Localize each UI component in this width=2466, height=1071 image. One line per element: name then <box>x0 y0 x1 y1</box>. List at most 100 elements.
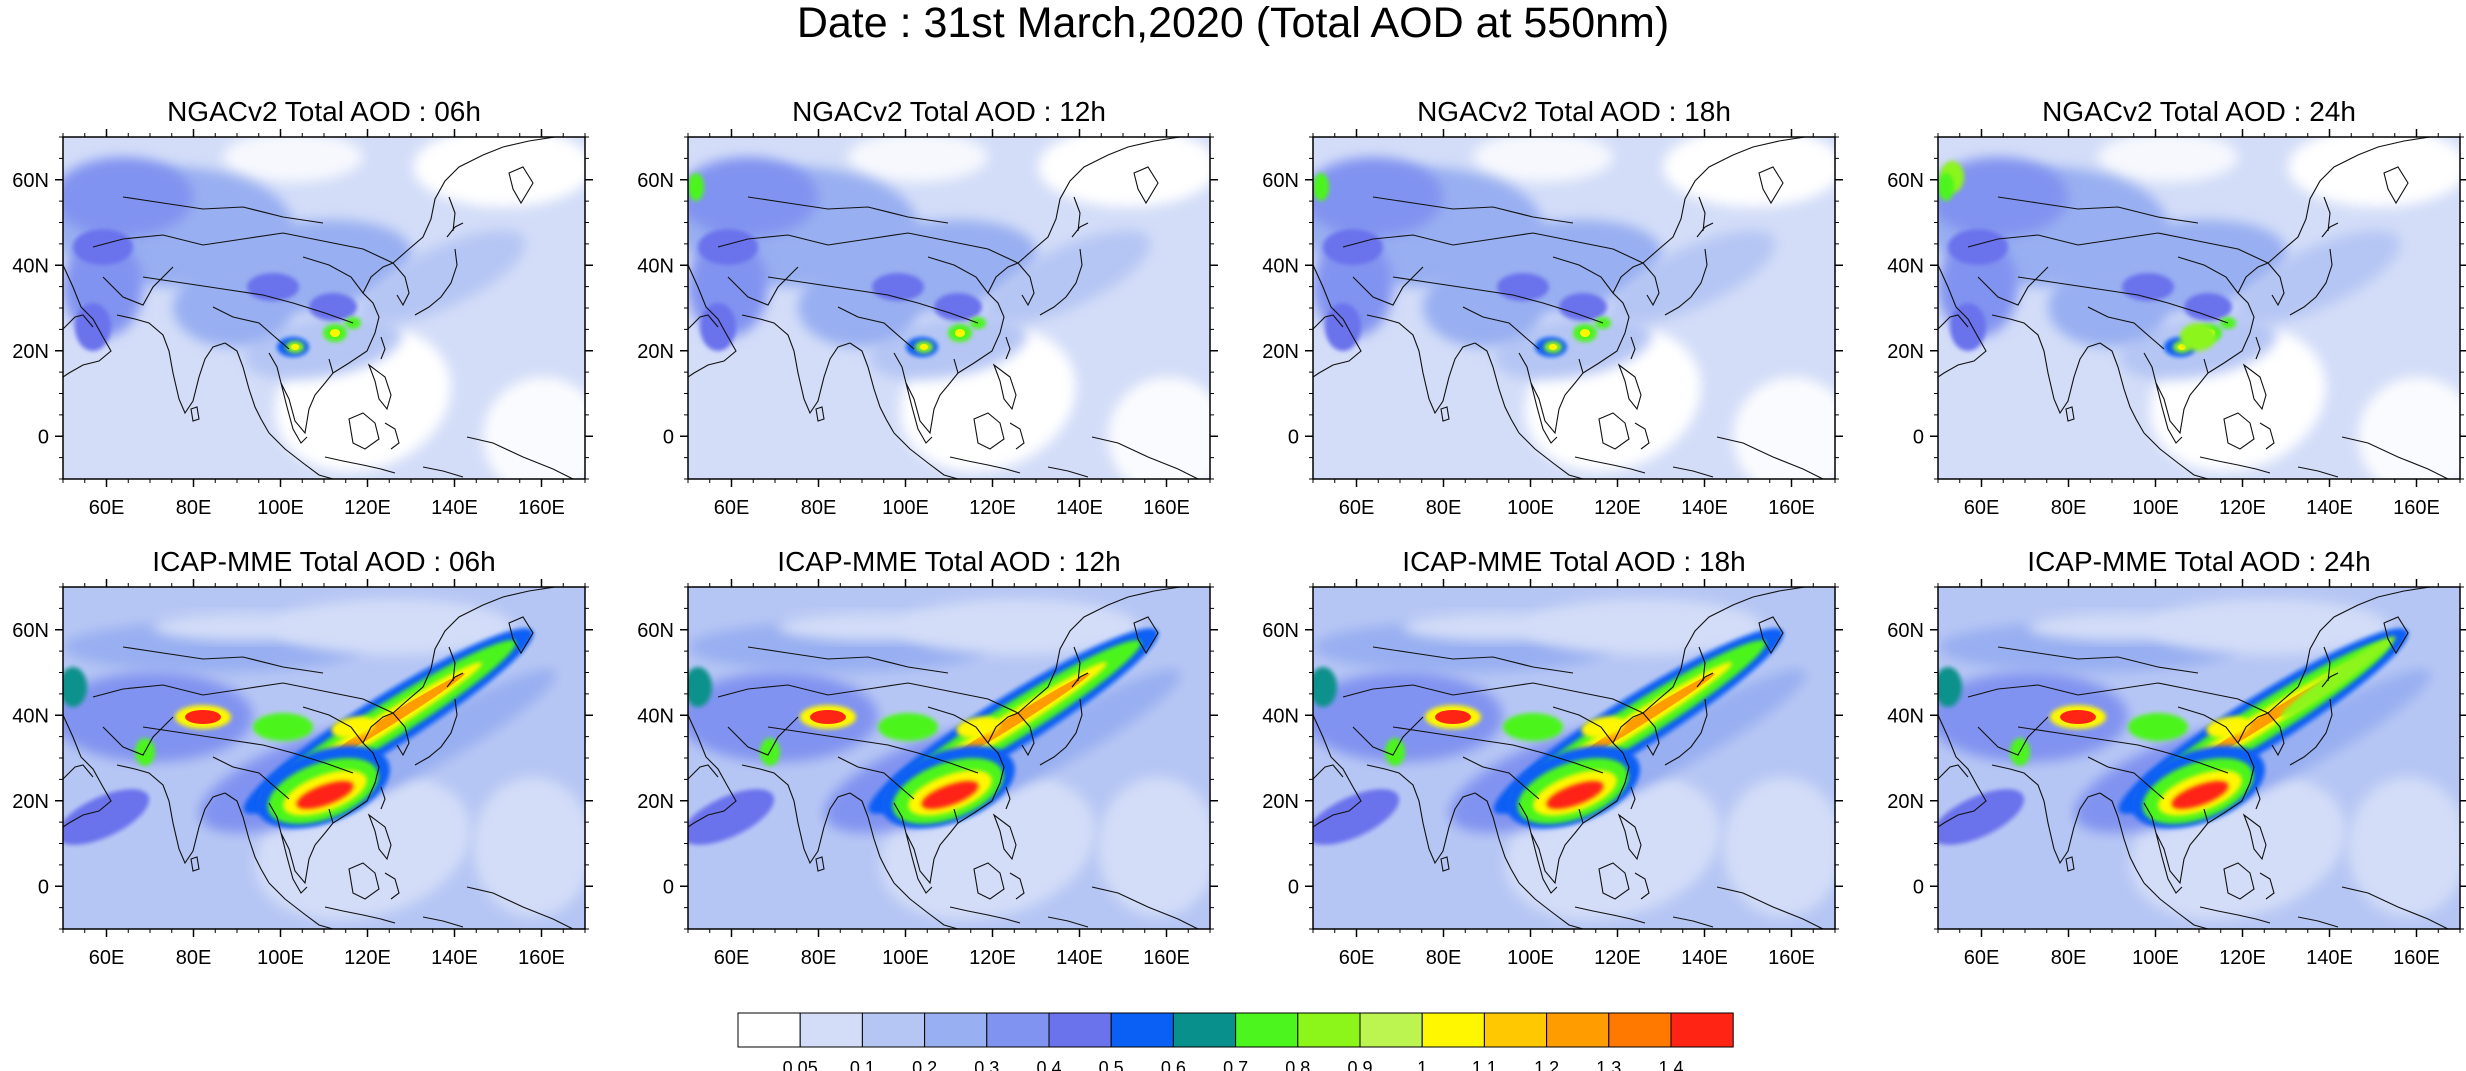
lat-tick-label: 60N <box>1887 620 1924 642</box>
colorbar-swatch <box>986 1012 1050 1048</box>
lon-tick-label: 140E <box>2306 497 2353 519</box>
lat-tick-label: 60N <box>12 620 49 642</box>
lon-tick-label: 80E <box>2051 497 2087 519</box>
lat-tick-label: 0 <box>38 876 49 898</box>
page-title: Date : 31st March,2020 (Total AOD at 550… <box>796 0 1670 47</box>
colorbar-swatch <box>1421 1012 1485 1048</box>
lon-tick-label: 160E <box>518 497 565 519</box>
lon-tick-label: 60E <box>714 947 750 969</box>
colorbar-label: 1.2 <box>1534 1058 1559 1071</box>
lat-tick-label: 60N <box>637 620 674 642</box>
map-panel: ICAP-MME Total AOD : 12h 60N 40N 20N 0 60E 80E… <box>637 546 1218 969</box>
aod-field <box>63 587 585 929</box>
colorbar-swatch <box>861 1012 926 1048</box>
colorbar-swatch <box>799 1012 863 1048</box>
lat-tick-label: 60N <box>1262 170 1299 192</box>
colorbar-swatch <box>1048 1012 1112 1048</box>
lon-tick-label: 80E <box>1426 947 1462 969</box>
lon-tick-label: 100E <box>1507 947 1554 969</box>
panel-title: ICAP-MME Total AOD : 18h <box>1402 546 1745 577</box>
lat-tick-label: 40N <box>12 255 49 277</box>
colorbar-label: 1.3 <box>1596 1058 1621 1071</box>
lat-tick-label: 20N <box>637 791 674 813</box>
aod-field <box>1313 587 1835 929</box>
lon-tick-label: 80E <box>176 497 212 519</box>
colorbar-label: 1 <box>1417 1058 1427 1071</box>
lat-tick-label: 0 <box>663 876 674 898</box>
lon-tick-label: 120E <box>344 497 391 519</box>
colorbar-swatch <box>1235 1012 1299 1048</box>
lon-tick-label: 60E <box>89 947 125 969</box>
lon-tick-label: 160E <box>1143 497 1190 519</box>
colorbar-legend: 0.05 0.1 0.2 0.3 0.4 0.5 0.6 0.7 0.8 0.9 1 1.1 1.2 1.… <box>737 1012 1734 1071</box>
lat-tick-label: 0 <box>1288 426 1299 448</box>
colorbar-label: 0.3 <box>974 1058 999 1071</box>
lat-tick-label: 20N <box>1262 791 1299 813</box>
lon-tick-label: 160E <box>2393 947 2440 969</box>
lat-tick-label: 20N <box>1262 341 1299 363</box>
lon-tick-label: 160E <box>1768 947 1815 969</box>
lon-tick-label: 120E <box>2219 497 2266 519</box>
lon-tick-label: 120E <box>1594 947 1641 969</box>
lon-tick-label: 60E <box>89 497 125 519</box>
lon-tick-label: 100E <box>257 947 304 969</box>
lon-tick-label: 140E <box>2306 947 2353 969</box>
colorbar-label: 0.1 <box>850 1058 875 1071</box>
lon-tick-label: 80E <box>2051 947 2087 969</box>
colorbar-label: 0.4 <box>1036 1058 1061 1071</box>
colorbar-swatch <box>1297 1012 1361 1048</box>
lon-tick-label: 140E <box>431 947 478 969</box>
lon-tick-label: 160E <box>2393 497 2440 519</box>
lon-tick-label: 100E <box>257 497 304 519</box>
lon-tick-label: 80E <box>801 497 837 519</box>
lon-tick-label: 100E <box>2132 947 2179 969</box>
aod-field <box>1938 587 2460 929</box>
lon-tick-label: 80E <box>176 947 212 969</box>
colorbar-swatch <box>924 1012 988 1048</box>
map-panel: NGACv2 Total AOD : 06h 60N 40N 20N 0 60E 80E 10… <box>12 96 593 519</box>
aod-field <box>63 137 585 479</box>
lat-tick-label: 0 <box>1913 876 1924 898</box>
lon-tick-label: 140E <box>1681 947 1728 969</box>
lat-tick-label: 20N <box>1887 341 1924 363</box>
lat-tick-label: 40N <box>1262 705 1299 727</box>
map-panel: NGACv2 Total AOD : 24h 60N 40N 20N 0 60E 80E 10… <box>1887 96 2466 519</box>
lon-tick-label: 100E <box>1507 497 1554 519</box>
lat-tick-label: 40N <box>637 705 674 727</box>
lat-tick-label: 60N <box>12 170 49 192</box>
colorbar-swatch <box>1110 1012 1174 1048</box>
lat-tick-label: 20N <box>637 341 674 363</box>
lat-tick-label: 20N <box>12 791 49 813</box>
lat-tick-label: 60N <box>1887 170 1924 192</box>
lat-tick-label: 40N <box>12 705 49 727</box>
lat-tick-label: 20N <box>1887 791 1924 813</box>
aod-field <box>688 137 1210 479</box>
lon-tick-label: 140E <box>1056 947 1103 969</box>
lat-tick-label: 60N <box>1262 620 1299 642</box>
lat-tick-label: 0 <box>1913 426 1924 448</box>
map-panel: NGACv2 Total AOD : 12h 60N 40N 20N 0 60E 80E 10… <box>637 96 1218 519</box>
lon-tick-label: 100E <box>882 497 929 519</box>
lon-tick-label: 140E <box>1056 497 1103 519</box>
lon-tick-label: 140E <box>1681 497 1728 519</box>
lon-tick-label: 60E <box>714 497 750 519</box>
lat-tick-label: 0 <box>663 426 674 448</box>
lat-tick-label: 0 <box>38 426 49 448</box>
colorbar-label: 0.7 <box>1223 1058 1248 1071</box>
lat-tick-label: 0 <box>1288 876 1299 898</box>
map-panel: ICAP-MME Total AOD : 18h 60N 40N 20N 0 60E 80E… <box>1262 546 1843 969</box>
lat-tick-label: 40N <box>1887 705 1924 727</box>
lon-tick-label: 120E <box>1594 497 1641 519</box>
aod-field <box>1938 137 2460 479</box>
lat-tick-label: 40N <box>1262 255 1299 277</box>
colorbar-label: 0.05 <box>783 1058 818 1071</box>
colorbar-label: 1.4 <box>1658 1058 1683 1071</box>
colorbar-swatch <box>1359 1012 1423 1048</box>
lat-tick-label: 40N <box>1887 255 1924 277</box>
colorbar-swatch <box>1546 1012 1610 1048</box>
lon-tick-label: 160E <box>1768 497 1815 519</box>
lon-tick-label: 160E <box>1143 947 1190 969</box>
colorbar-swatch <box>1608 1012 1672 1048</box>
lon-tick-label: 80E <box>1426 497 1462 519</box>
